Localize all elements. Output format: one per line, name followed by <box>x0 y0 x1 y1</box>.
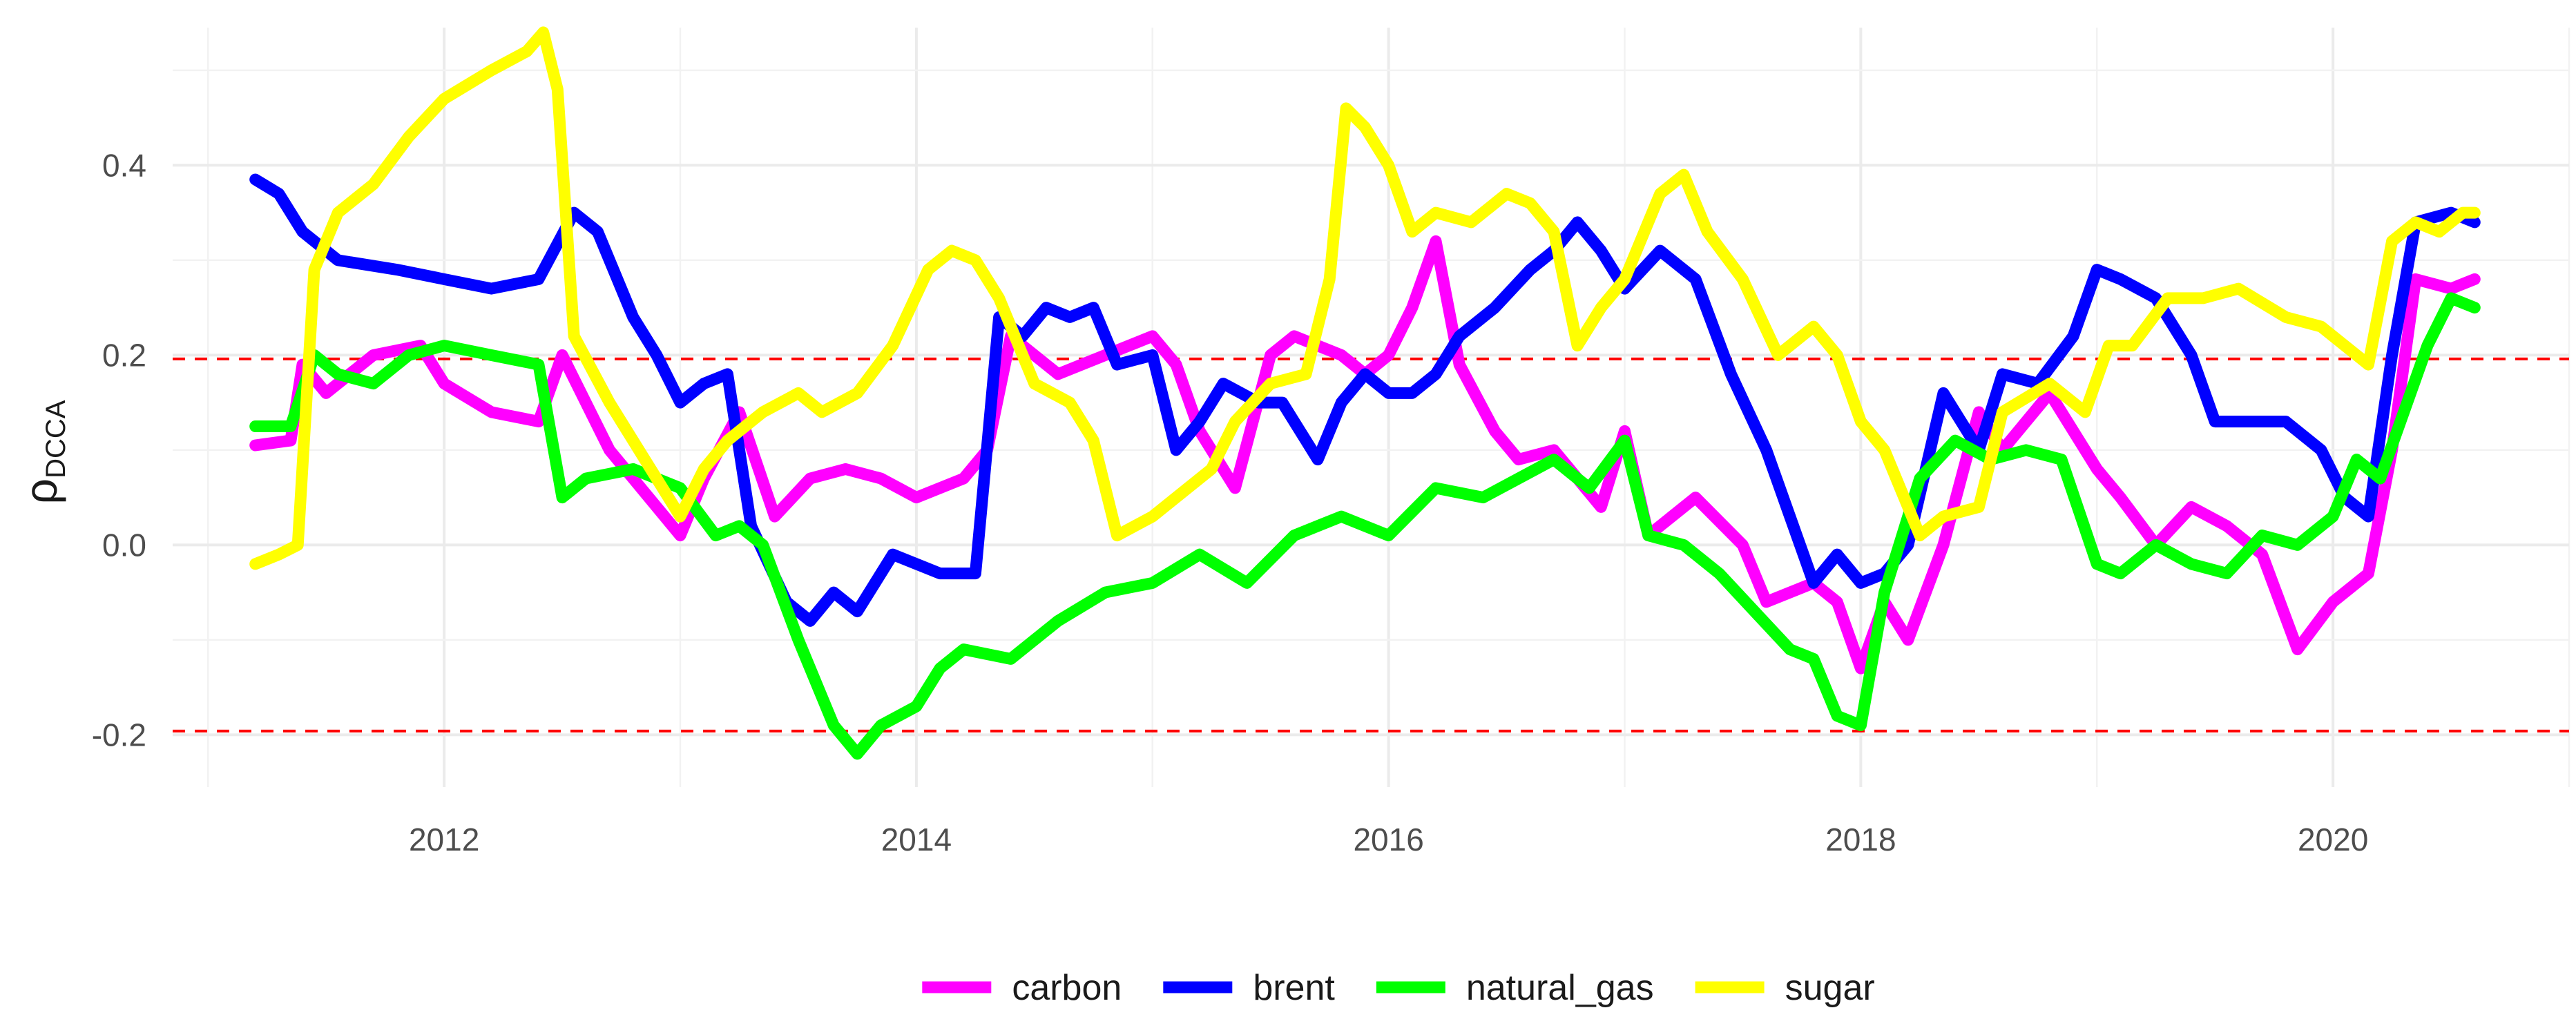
legend-label-brent: brent <box>1253 968 1335 1008</box>
y-axis-tick-labels: -0.2 0.0 0.2 0.4 <box>92 147 146 753</box>
legend-label-carbon: carbon <box>1012 968 1122 1008</box>
x-tick-label: 2016 <box>1353 822 1423 857</box>
svg-text:ρDCCA: ρDCCA <box>15 400 71 504</box>
grid-lines <box>173 28 2570 787</box>
legend-label-sugar: sugar <box>1785 968 1875 1008</box>
x-tick-label: 2018 <box>1825 822 1896 857</box>
series-line-carbon <box>249 235 2481 675</box>
y-tick-label: 0.4 <box>102 147 146 183</box>
legend-label-natural_gas: natural_gas <box>1466 968 1654 1008</box>
y-axis-title-sub: DCCA <box>41 400 71 478</box>
y-tick-label: 0.2 <box>102 337 146 373</box>
x-tick-label: 2012 <box>409 822 479 857</box>
series-lines <box>249 26 2481 760</box>
y-axis-title-main: ρ <box>15 478 66 505</box>
series-line-sugar <box>249 26 2481 570</box>
x-tick-label: 2020 <box>2298 822 2368 857</box>
y-tick-label: -0.2 <box>92 717 146 753</box>
x-axis-tick-labels: 2012 2014 2016 2018 2020 <box>409 822 2368 857</box>
reference-lines <box>173 357 2569 733</box>
series-line-natural_gas <box>249 292 2481 760</box>
x-tick-label: 2014 <box>881 822 952 857</box>
legend: carbon brent natural_gas sugar <box>922 968 1875 1008</box>
series-line-brent <box>249 173 2481 627</box>
y-tick-label: 0.0 <box>102 527 146 563</box>
y-axis-title: ρDCCA <box>15 400 71 504</box>
